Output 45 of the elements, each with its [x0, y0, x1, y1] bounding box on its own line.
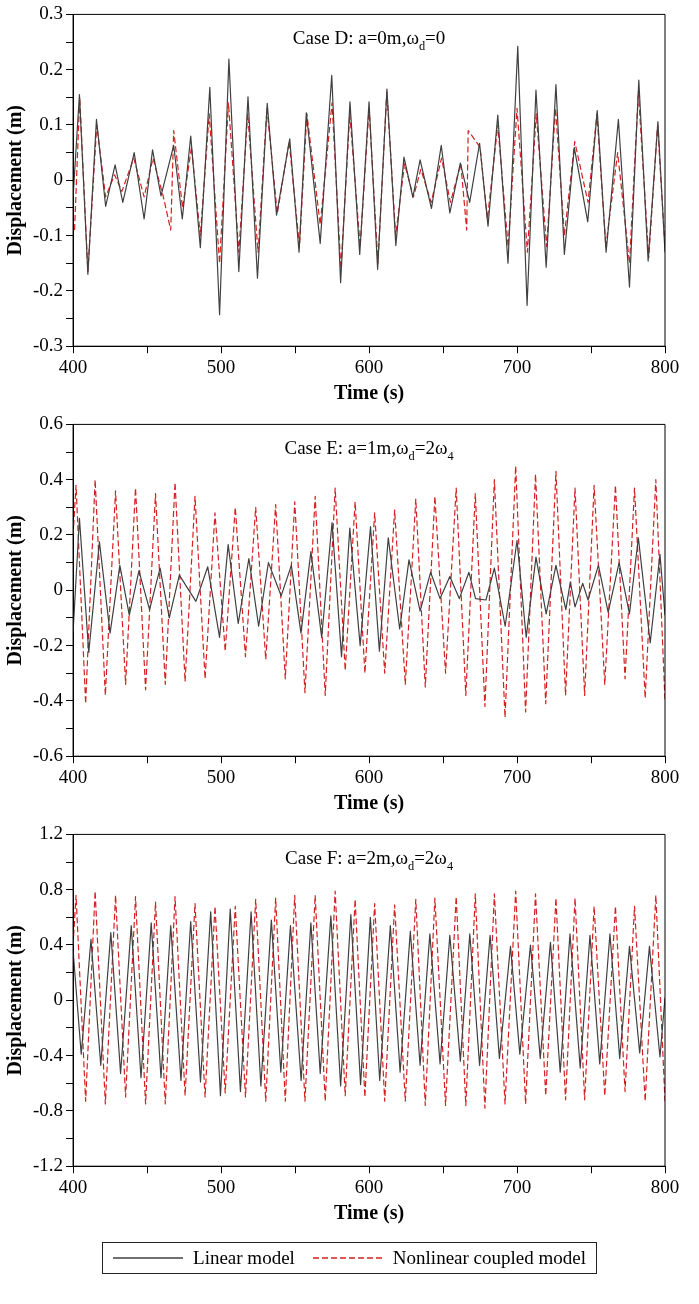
x-tick-label: 500 — [206, 1175, 236, 1197]
x-tick-label: 500 — [206, 355, 236, 377]
y-axis-title: Displacement (m) — [3, 105, 27, 256]
y-tick-label: -0.4 — [33, 688, 64, 710]
y-tick-label: 0.3 — [39, 2, 64, 24]
x-tick-label: 700 — [502, 1175, 532, 1197]
line-series — [73, 465, 665, 719]
x-tick-label: 700 — [502, 765, 532, 787]
x-tick-label: 800 — [650, 355, 680, 377]
x-tick-label: 400 — [58, 1175, 88, 1197]
y-tick-label: -0.2 — [33, 633, 64, 655]
x-tick-label: 800 — [650, 765, 680, 787]
y-tick-label: -0.4 — [33, 1043, 64, 1065]
y-tick-label: 0.4 — [39, 467, 64, 489]
y-tick-label: 0.8 — [39, 877, 64, 899]
y-tick-label: 0.4 — [39, 932, 64, 954]
y-axis-title: Displacement (m) — [3, 515, 27, 666]
x-tick-label: 600 — [354, 1175, 384, 1197]
x-tick-label: 600 — [354, 765, 384, 787]
x-tick-label: 400 — [58, 355, 88, 377]
y-tick-label: -0.3 — [33, 334, 64, 356]
x-axis-title: Time (s) — [333, 381, 405, 405]
y-tick-label: -1.2 — [33, 1154, 64, 1176]
y-tick-label: -0.1 — [33, 223, 64, 245]
y-tick-label: 0.1 — [39, 112, 64, 134]
y-tick-label: 0 — [53, 578, 64, 600]
y-tick-label: 1.2 — [39, 822, 64, 844]
y-tick-label: 0 — [53, 168, 64, 190]
x-tick-label: 800 — [650, 1175, 680, 1197]
y-tick-label: 0.2 — [39, 57, 64, 79]
x-tick-label: 700 — [502, 355, 532, 377]
y-tick-label: -0.2 — [33, 278, 64, 300]
x-axis-title: Time (s) — [333, 791, 405, 815]
y-axis-title: Displacement (m) — [3, 925, 27, 1076]
y-tick-label: 0.2 — [39, 522, 64, 544]
x-tick-label: 400 — [58, 765, 88, 787]
y-tick-label: 0.6 — [39, 412, 64, 434]
y-tick-label: -0.6 — [33, 744, 64, 766]
y-tick-label: -0.8 — [33, 1098, 64, 1120]
y-tick-label: 0 — [53, 988, 64, 1010]
x-axis-title: Time (s) — [333, 1201, 405, 1225]
legend-label: Nonlinear coupled model — [392, 1247, 586, 1269]
x-tick-label: 500 — [206, 765, 236, 787]
x-tick-label: 600 — [354, 355, 384, 377]
legend-label: Linear model — [193, 1247, 295, 1269]
